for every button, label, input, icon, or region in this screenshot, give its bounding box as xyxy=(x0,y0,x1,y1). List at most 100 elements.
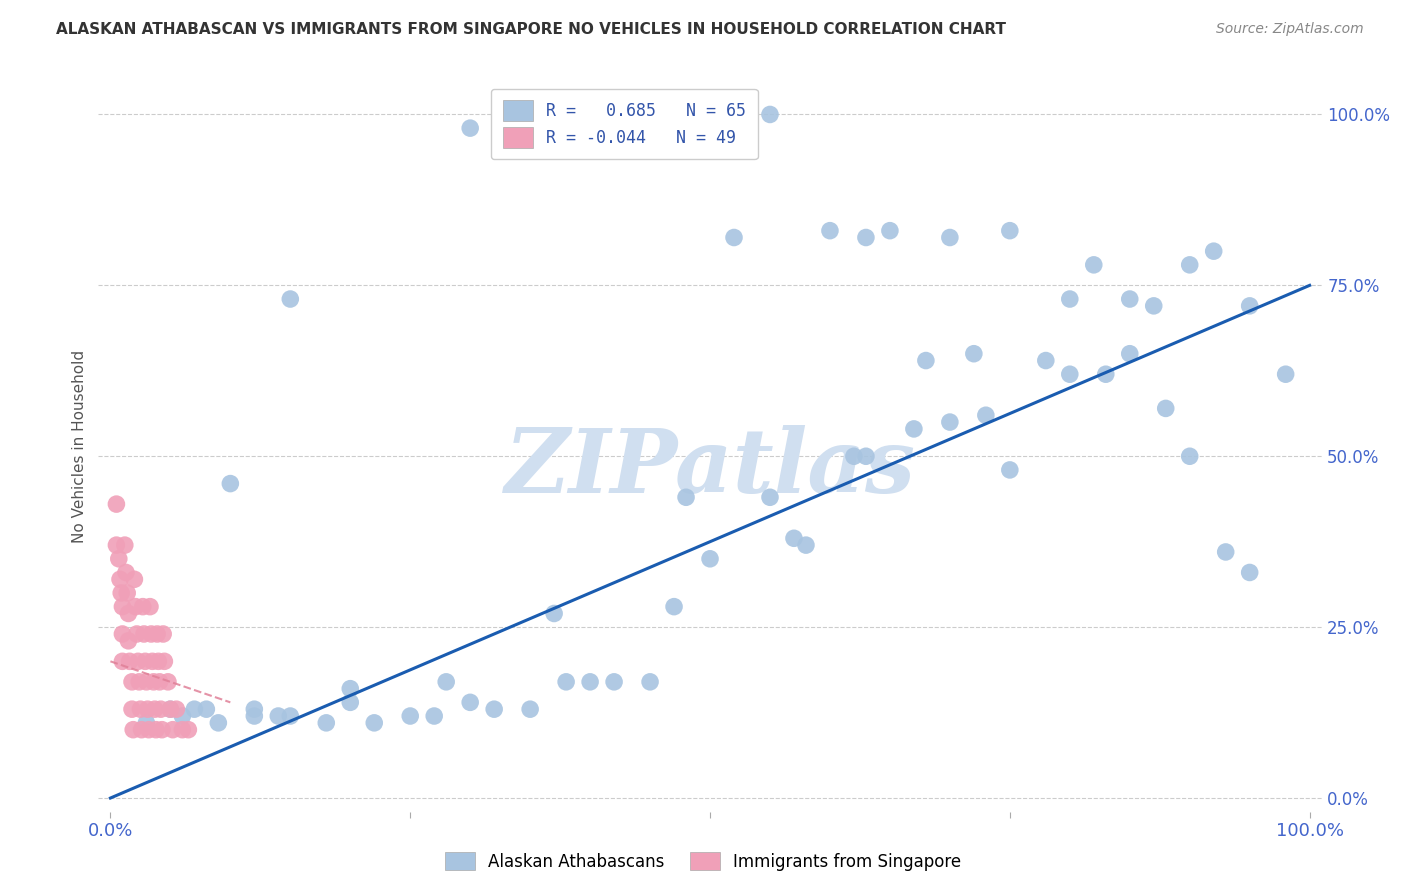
Point xyxy=(1035,353,1057,368)
Point xyxy=(458,121,481,136)
Point xyxy=(974,409,997,423)
Point xyxy=(723,230,745,244)
Point xyxy=(149,702,172,716)
Point xyxy=(105,497,128,511)
Point xyxy=(108,551,131,566)
Point xyxy=(675,490,697,504)
Point xyxy=(114,538,136,552)
Point xyxy=(1143,299,1166,313)
Point xyxy=(1202,244,1225,259)
Point xyxy=(165,702,187,716)
Point xyxy=(363,715,385,730)
Point xyxy=(818,224,841,238)
Point xyxy=(482,702,505,716)
Point xyxy=(794,538,817,552)
Text: Source: ZipAtlas.com: Source: ZipAtlas.com xyxy=(1216,22,1364,37)
Point xyxy=(141,627,163,641)
Point xyxy=(124,572,146,586)
Point xyxy=(132,599,155,614)
Point xyxy=(111,599,134,614)
Point xyxy=(150,723,173,737)
Point xyxy=(142,674,165,689)
Point xyxy=(110,586,132,600)
Point xyxy=(267,709,290,723)
Point xyxy=(152,627,174,641)
Point xyxy=(1178,258,1201,272)
Point xyxy=(143,702,166,716)
Point xyxy=(1119,292,1142,306)
Point xyxy=(278,709,301,723)
Point xyxy=(183,702,205,716)
Point xyxy=(134,654,156,668)
Point xyxy=(136,702,159,716)
Point xyxy=(153,654,176,668)
Y-axis label: No Vehicles in Household: No Vehicles in Household xyxy=(72,350,87,542)
Point xyxy=(1274,368,1296,382)
Point xyxy=(434,674,457,689)
Point xyxy=(156,674,179,689)
Point xyxy=(111,654,134,668)
Point xyxy=(1094,368,1116,382)
Point xyxy=(519,702,541,716)
Point xyxy=(118,654,141,668)
Point xyxy=(1239,566,1261,580)
Point xyxy=(131,723,153,737)
Point xyxy=(1083,258,1105,272)
Text: ALASKAN ATHABASCAN VS IMMIGRANTS FROM SINGAPORE NO VEHICLES IN HOUSEHOLD CORRELA: ALASKAN ATHABASCAN VS IMMIGRANTS FROM SI… xyxy=(56,22,1007,37)
Point xyxy=(138,723,160,737)
Point xyxy=(638,674,661,689)
Point xyxy=(339,681,361,696)
Point xyxy=(399,709,422,723)
Point xyxy=(128,674,150,689)
Point xyxy=(124,599,146,614)
Point xyxy=(115,586,138,600)
Point xyxy=(243,709,266,723)
Point xyxy=(903,422,925,436)
Point xyxy=(141,654,163,668)
Point xyxy=(855,449,877,463)
Point xyxy=(115,566,138,580)
Point xyxy=(662,599,685,614)
Point xyxy=(543,607,565,621)
Point xyxy=(339,695,361,709)
Point xyxy=(195,702,218,716)
Point xyxy=(998,224,1021,238)
Point xyxy=(111,627,134,641)
Point xyxy=(1059,292,1081,306)
Point xyxy=(135,674,157,689)
Point xyxy=(1059,368,1081,382)
Point xyxy=(842,449,865,463)
Legend: R =   0.685   N = 65, R = -0.044   N = 49: R = 0.685 N = 65, R = -0.044 N = 49 xyxy=(491,88,758,160)
Point xyxy=(278,292,301,306)
Point xyxy=(759,107,782,121)
Point xyxy=(177,723,200,737)
Point xyxy=(423,709,446,723)
Point xyxy=(129,702,152,716)
Point xyxy=(783,531,806,545)
Point xyxy=(219,476,242,491)
Point xyxy=(915,353,938,368)
Point xyxy=(939,230,962,244)
Point xyxy=(127,654,149,668)
Point xyxy=(108,572,131,586)
Point xyxy=(759,490,782,504)
Point xyxy=(117,607,139,621)
Point xyxy=(172,709,194,723)
Point xyxy=(145,723,167,737)
Point xyxy=(603,674,626,689)
Point xyxy=(132,627,155,641)
Legend: Alaskan Athabascans, Immigrants from Singapore: Alaskan Athabascans, Immigrants from Sin… xyxy=(437,844,969,880)
Point xyxy=(879,224,901,238)
Point xyxy=(159,702,181,716)
Point xyxy=(855,230,877,244)
Point xyxy=(146,627,169,641)
Point xyxy=(1239,299,1261,313)
Point xyxy=(579,674,602,689)
Point xyxy=(172,723,194,737)
Point xyxy=(939,415,962,429)
Text: ZIPatlas: ZIPatlas xyxy=(505,425,915,511)
Point xyxy=(1178,449,1201,463)
Point xyxy=(998,463,1021,477)
Point xyxy=(1215,545,1237,559)
Point xyxy=(1154,401,1177,416)
